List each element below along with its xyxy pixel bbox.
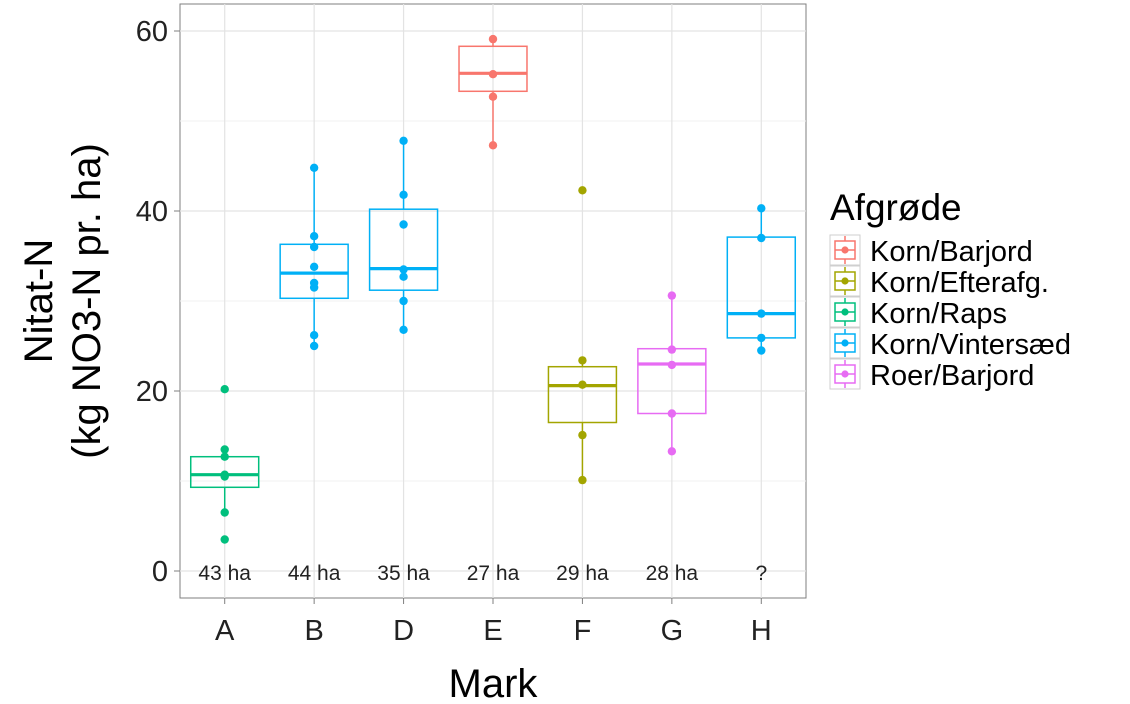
area-label-A: 43 ha	[198, 562, 251, 585]
x-tick-label: H	[751, 615, 772, 647]
legend-key-point	[841, 370, 849, 378]
x-tick-label: E	[483, 615, 502, 647]
y-tick-label: 20	[136, 376, 168, 408]
data-point-B	[309, 341, 319, 351]
x-tick-label: D	[393, 615, 414, 647]
data-point-D	[399, 296, 408, 306]
box-G	[637, 347, 707, 415]
area-label-B: 44 ha	[288, 562, 341, 585]
data-point-D	[399, 220, 408, 229]
y-tick-label: 60	[136, 16, 168, 48]
point-layer	[220, 34, 766, 544]
data-point-H	[757, 333, 766, 343]
data-point-B	[309, 163, 319, 172]
data-point-G	[667, 291, 677, 300]
legend-key-point	[841, 308, 849, 316]
data-point-G	[667, 447, 677, 456]
data-point-G	[667, 409, 677, 418]
x-tick-label: G	[661, 615, 684, 647]
data-point-A	[220, 535, 229, 544]
box-D	[368, 208, 439, 291]
data-point-G	[667, 360, 677, 370]
data-point-H	[757, 346, 766, 355]
data-point-H	[757, 309, 766, 318]
data-point-E	[488, 92, 498, 101]
data-point-H	[757, 204, 766, 213]
data-point-D	[399, 136, 408, 145]
y-axis: 0 20 40 60	[136, 16, 180, 588]
legend-key-point	[841, 339, 849, 347]
data-point-D	[399, 265, 408, 274]
data-point-B	[309, 262, 319, 271]
data-point-D	[399, 325, 408, 334]
legend: Afgrøde Korn/BarjordKorn/Efterafg.Korn/R…	[829, 187, 1071, 392]
legend-key-point	[841, 277, 849, 285]
x-tick-label: A	[215, 615, 235, 647]
data-point-B	[309, 331, 319, 340]
data-point-F	[578, 356, 587, 365]
x-axis-title: Mark	[449, 662, 539, 704]
data-point-A	[220, 385, 229, 394]
data-point-A	[220, 452, 229, 461]
area-label-E: 27 ha	[467, 562, 520, 585]
legend-label: Korn/Barjord	[870, 236, 1033, 268]
y-tick-label: 0	[152, 556, 168, 588]
legend-key-point	[841, 246, 849, 254]
x-tick-label: B	[304, 615, 323, 647]
box-E	[458, 45, 528, 93]
box-F	[547, 365, 618, 424]
data-point-A	[220, 445, 229, 454]
data-point-B	[309, 232, 319, 241]
y-tick-label: 40	[136, 196, 168, 228]
x-tick-label: F	[574, 615, 592, 647]
data-point-G	[667, 345, 677, 354]
area-label-D: 35 ha	[377, 562, 430, 585]
legend-label: Korn/Vintersæd	[870, 329, 1071, 361]
area-label-G: 28 ha	[646, 562, 699, 585]
area-label-H: ?	[755, 562, 767, 585]
data-point-A	[220, 508, 229, 517]
legend-title: Afgrøde	[830, 187, 962, 228]
y-axis-title-line2: (kg NO3-N pr. ha)	[65, 143, 109, 459]
data-point-D	[399, 190, 408, 199]
data-point-A	[220, 472, 229, 481]
data-point-F	[578, 380, 587, 389]
data-point-D	[399, 272, 408, 281]
data-point-E	[488, 70, 498, 79]
area-label-layer: 43 ha 44 ha 35 ha 27 ha 29 ha 28 ha?	[198, 562, 767, 585]
data-point-F	[578, 430, 587, 440]
data-point-B	[309, 283, 319, 292]
data-point-H	[757, 233, 766, 243]
legend-label: Roer/Barjord	[870, 360, 1034, 392]
data-point-E	[488, 34, 498, 44]
box-H	[726, 236, 797, 339]
area-label-F: 29 ha	[556, 562, 609, 585]
data-point-F	[578, 475, 587, 485]
y-axis-title-line1: Nitat-N	[17, 239, 61, 363]
legend-label: Korn/Raps	[870, 298, 1007, 330]
data-point-B	[309, 242, 319, 252]
data-point-F	[578, 186, 587, 195]
legend-label: Korn/Efterafg.	[870, 267, 1049, 299]
data-point-E	[488, 141, 498, 150]
